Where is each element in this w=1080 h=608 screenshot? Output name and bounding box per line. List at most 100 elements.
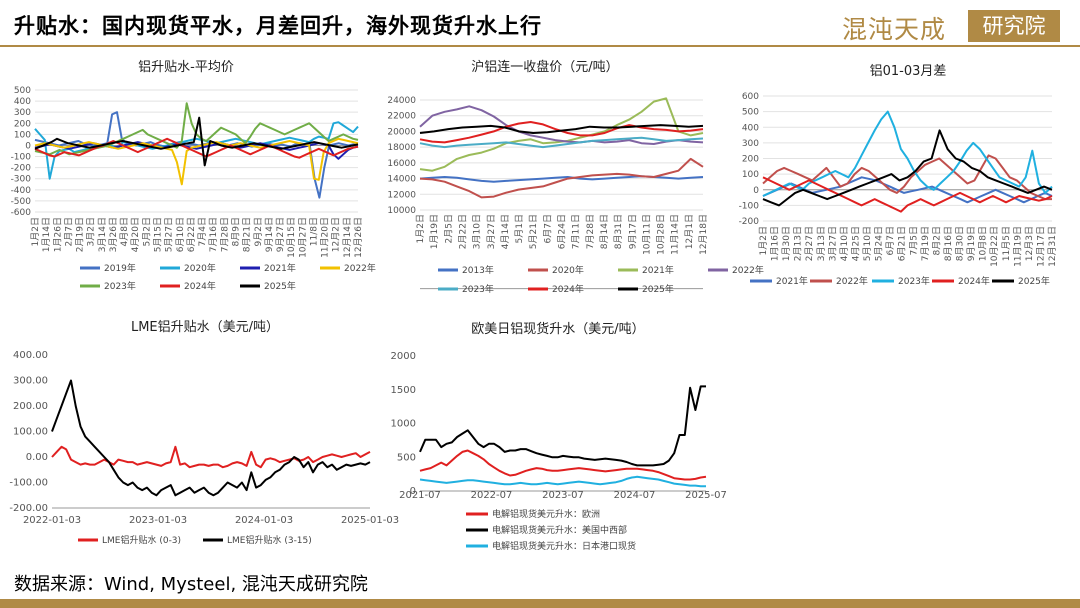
series-line-2025-6 bbox=[34, 116, 359, 167]
y-tick-label-300: -300 bbox=[11, 175, 32, 185]
legend-label-LME-3-15-1: LME铝升贴水 (3-15) bbox=[227, 534, 312, 546]
x-tick-label-2-13: 2月13日 bbox=[793, 226, 804, 261]
x-tick-label-12-1: 12月1日 bbox=[684, 214, 695, 249]
x-tick-label-3-2: 3月2日 bbox=[86, 217, 97, 246]
legend-label-2020-1: 2020年 bbox=[184, 262, 216, 274]
x-tick-label-3-27: 3月27日 bbox=[827, 226, 838, 261]
x-tick-label-12-17: 12月17日 bbox=[1035, 226, 1046, 267]
x-tick-label-9-17: 9月17日 bbox=[627, 214, 638, 249]
x-tick-label-2023-07: 2023-07 bbox=[542, 490, 584, 501]
x-tick-label-1-2: 1月2日 bbox=[758, 226, 769, 255]
legend-label-2023-4: 2023年 bbox=[104, 280, 136, 292]
y-tick-label-22000: 22000 bbox=[387, 112, 416, 122]
y-tick-label-200: -200 bbox=[739, 217, 760, 227]
x-tick-label-10-11: 10月11日 bbox=[641, 214, 652, 255]
x-tick-label-9-2: 9月2日 bbox=[253, 217, 264, 246]
y-tick-label-400: 400 bbox=[742, 123, 759, 133]
legend-label-LME-0-3-0: LME铝升贴水 (0-3) bbox=[102, 534, 181, 546]
x-tick-label-11-8: 11/8日 bbox=[308, 217, 319, 246]
x-tick-label-8-31: 8月31日 bbox=[613, 214, 624, 249]
y-tick-label-600: -600 bbox=[11, 208, 32, 218]
chart-title: 沪铝连一收盘价（元/吨） bbox=[471, 59, 618, 75]
y-tick-label-1500: 1500 bbox=[391, 385, 416, 396]
x-tick-label-12-31: 12月31日 bbox=[1047, 226, 1058, 267]
series-line-2024-5 bbox=[34, 137, 359, 159]
x-tick-label-3-10: 3月10日 bbox=[472, 214, 483, 249]
y-tick-label-200-00: -200.00 bbox=[9, 503, 48, 514]
legend-label-2025-6: 2025年 bbox=[264, 280, 296, 292]
x-tick-label-8-2: 8月2日 bbox=[931, 226, 942, 255]
x-tick-label-10-15: 10月15日 bbox=[286, 217, 297, 258]
x-tick-label-8-16: 8月16日 bbox=[943, 226, 954, 261]
series-line-v-2 bbox=[419, 475, 706, 488]
y-tick-label-500: 500 bbox=[14, 86, 31, 96]
y-tick-label-200: 200 bbox=[742, 155, 759, 165]
x-tick-label-5-24: 5月24日 bbox=[874, 226, 885, 261]
legend-label-v-2: 电解铝现货美元升水：日本港口现货 bbox=[492, 540, 636, 552]
series-line-LME-3-15-1 bbox=[51, 379, 371, 497]
y-tick-label-18000: 18000 bbox=[387, 143, 416, 153]
footer-bar bbox=[0, 599, 1080, 608]
x-tick-label-2022-01-03: 2022-01-03 bbox=[23, 515, 81, 526]
x-tick-label-9-19: 9月19日 bbox=[966, 226, 977, 261]
x-tick-label-4-14: 4月14日 bbox=[500, 214, 511, 249]
x-tick-label-2023-01-03: 2023-01-03 bbox=[129, 515, 187, 526]
legend-label-2021-2: 2021年 bbox=[642, 264, 674, 276]
y-tick-label-0: 0 bbox=[753, 186, 759, 196]
x-tick-label-12-18: 12月18日 bbox=[698, 214, 709, 255]
x-tick-label-8-9: 8月9日 bbox=[230, 217, 241, 246]
chart-title: 铝01-03月差 bbox=[870, 64, 947, 79]
y-tick-label-400: 400 bbox=[14, 97, 31, 107]
x-tick-label-1-30: 1月30日 bbox=[781, 226, 792, 261]
x-tick-label-6-7: 6月7日 bbox=[542, 214, 553, 243]
data-source-note: 数据来源：Wind, Mysteel, 混沌天成研究院 bbox=[14, 574, 368, 595]
x-tick-label-8-14: 8月14日 bbox=[599, 214, 610, 249]
y-tick-label-10000: 10000 bbox=[387, 206, 416, 216]
x-tick-label-5-21: 5月21日 bbox=[528, 214, 539, 249]
x-tick-label-5-1: 5月1日 bbox=[514, 214, 525, 243]
legend-label-2023-2: 2023年 bbox=[898, 275, 930, 287]
x-tick-label-11-20: 11月20日 bbox=[320, 217, 331, 258]
y-tick-label-500: 500 bbox=[397, 452, 416, 463]
x-tick-label-12-26: 12月26日 bbox=[353, 217, 364, 258]
x-tick-label-5-2: 5月2日 bbox=[141, 217, 152, 246]
x-tick-label-1-19: 1月19日 bbox=[429, 214, 440, 249]
y-tick-label-300-00: 300.00 bbox=[13, 376, 48, 387]
series-line-2022-3 bbox=[419, 105, 704, 145]
x-tick-label-5-10: 5月10日 bbox=[862, 226, 873, 261]
logo-box-text: 研究院 bbox=[968, 10, 1060, 42]
series-line-2022-1 bbox=[762, 154, 1052, 201]
x-tick-label-5-27: 5月27日 bbox=[164, 217, 175, 252]
company-logo: 混沌天成 研究院 bbox=[842, 10, 1064, 44]
x-tick-label-9-27: 9月27日 bbox=[275, 217, 286, 252]
legend-label-2023-4: 2023年 bbox=[462, 283, 494, 295]
x-tick-label-6-24: 6月24日 bbox=[557, 214, 568, 249]
x-tick-label-12-2: 12月2日 bbox=[331, 217, 342, 252]
y-tick-label-500: 500 bbox=[742, 108, 759, 118]
x-tick-label-7-4: 7月4日 bbox=[197, 217, 208, 246]
x-tick-label-10-22: 10月22日 bbox=[989, 226, 1000, 267]
y-tick-label-14000: 14000 bbox=[387, 175, 416, 185]
y-tick-label-12000: 12000 bbox=[387, 190, 416, 200]
x-tick-label-7-11: 7月11日 bbox=[571, 214, 582, 249]
legend-label-2019-0: 2019年 bbox=[104, 262, 136, 274]
x-tick-label-2-22: 2月22日 bbox=[457, 214, 468, 249]
x-tick-label-6-21: 6月21日 bbox=[897, 226, 908, 261]
x-tick-label-11-5: 11月5日 bbox=[1001, 226, 1012, 261]
x-tick-label-1-2: 1月2日 bbox=[30, 217, 41, 246]
y-tick-label-100: -100 bbox=[11, 153, 32, 163]
y-tick-label-24000: 24000 bbox=[387, 96, 416, 106]
x-tick-label-3-27: 3月27日 bbox=[486, 214, 497, 249]
x-tick-label-10-8: 10月8日 bbox=[978, 226, 989, 261]
x-tick-label-2025-07: 2025-07 bbox=[685, 490, 727, 501]
x-tick-label-3-14: 3月14日 bbox=[97, 217, 108, 252]
chart-title: LME铝升贴水（美元/吨） bbox=[131, 320, 279, 335]
x-tick-label-6-7: 6月7日 bbox=[885, 226, 896, 255]
legend-label-2025-4: 2025年 bbox=[1018, 275, 1050, 287]
y-tick-label-300: 300 bbox=[14, 108, 31, 118]
y-tick-label-100-00: -100.00 bbox=[9, 478, 48, 489]
x-tick-label-2024-01-03: 2024-01-03 bbox=[235, 515, 293, 526]
